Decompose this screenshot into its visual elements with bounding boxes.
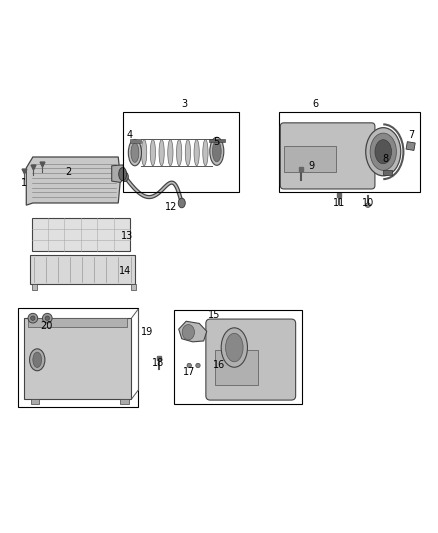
Bar xyxy=(215,350,258,385)
Ellipse shape xyxy=(185,140,191,166)
Text: 9: 9 xyxy=(308,161,314,171)
Polygon shape xyxy=(26,157,120,205)
Ellipse shape xyxy=(128,140,141,166)
Text: 18: 18 xyxy=(152,358,164,368)
Ellipse shape xyxy=(187,364,191,368)
Ellipse shape xyxy=(365,203,371,207)
Polygon shape xyxy=(112,165,127,182)
Text: 8: 8 xyxy=(382,154,389,164)
Text: 12: 12 xyxy=(165,203,177,212)
Text: 7: 7 xyxy=(409,130,415,140)
Ellipse shape xyxy=(31,316,35,320)
Bar xyxy=(383,170,392,174)
Ellipse shape xyxy=(196,364,200,368)
Text: 3: 3 xyxy=(181,100,187,109)
Bar xyxy=(284,146,336,172)
Bar xyxy=(174,310,302,405)
Polygon shape xyxy=(179,321,207,342)
Text: 10: 10 xyxy=(362,198,374,208)
Ellipse shape xyxy=(28,313,38,323)
Text: 11: 11 xyxy=(333,198,346,208)
Ellipse shape xyxy=(370,133,396,171)
FancyBboxPatch shape xyxy=(206,319,296,400)
Ellipse shape xyxy=(29,349,45,371)
Ellipse shape xyxy=(119,167,127,181)
Bar xyxy=(18,308,138,407)
Polygon shape xyxy=(406,142,415,150)
Text: 14: 14 xyxy=(119,266,131,276)
Bar xyxy=(209,139,225,142)
Text: 2: 2 xyxy=(65,167,71,177)
Text: 13: 13 xyxy=(121,231,133,241)
Bar xyxy=(279,112,420,192)
Bar xyxy=(123,112,239,192)
Text: 20: 20 xyxy=(40,321,52,330)
Text: 19: 19 xyxy=(141,327,153,337)
Ellipse shape xyxy=(182,325,194,340)
Bar xyxy=(32,285,37,290)
Ellipse shape xyxy=(177,140,182,166)
Ellipse shape xyxy=(212,141,221,162)
Ellipse shape xyxy=(194,140,199,166)
Text: 17: 17 xyxy=(183,367,195,377)
Bar xyxy=(32,219,130,251)
Bar xyxy=(30,255,135,285)
Ellipse shape xyxy=(366,128,401,176)
Ellipse shape xyxy=(42,313,52,323)
Ellipse shape xyxy=(150,140,155,166)
Ellipse shape xyxy=(131,143,139,162)
Text: 15: 15 xyxy=(208,310,221,320)
Ellipse shape xyxy=(45,316,49,320)
Bar xyxy=(131,285,136,290)
Ellipse shape xyxy=(159,140,164,166)
Text: 16: 16 xyxy=(213,360,225,370)
Bar xyxy=(24,318,131,399)
Text: 4: 4 xyxy=(126,130,132,140)
Ellipse shape xyxy=(141,140,147,166)
Text: 1: 1 xyxy=(21,178,27,188)
FancyBboxPatch shape xyxy=(280,123,375,189)
Text: 5: 5 xyxy=(214,136,220,147)
Ellipse shape xyxy=(168,140,173,166)
Ellipse shape xyxy=(221,328,247,367)
Bar xyxy=(130,139,141,142)
Ellipse shape xyxy=(121,172,128,182)
Bar xyxy=(28,318,127,327)
Ellipse shape xyxy=(210,138,224,165)
Bar xyxy=(31,399,39,405)
Ellipse shape xyxy=(33,352,42,367)
Ellipse shape xyxy=(375,140,392,164)
Ellipse shape xyxy=(203,140,208,166)
Ellipse shape xyxy=(178,198,185,208)
Ellipse shape xyxy=(226,333,243,362)
Bar xyxy=(120,399,129,405)
Text: 6: 6 xyxy=(312,100,318,109)
